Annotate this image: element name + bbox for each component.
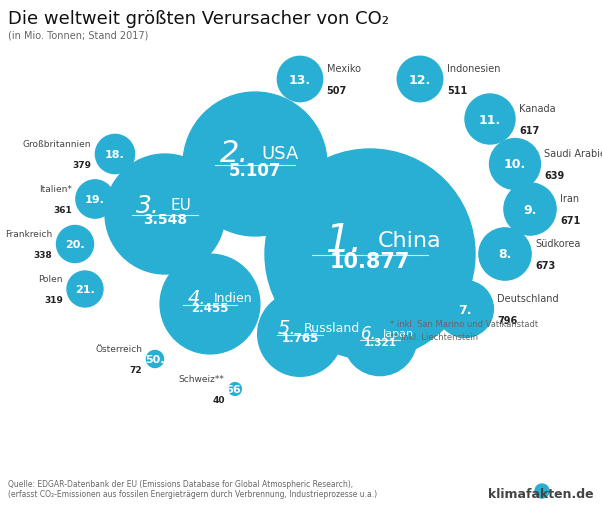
Text: 21.: 21. [75, 285, 95, 294]
Text: EU: EU [170, 198, 191, 213]
Text: 10.877: 10.877 [330, 251, 410, 271]
Text: 18.: 18. [105, 150, 125, 160]
Text: 19.: 19. [85, 194, 105, 205]
Circle shape [465, 95, 515, 145]
Text: Italien*: Italien* [39, 185, 72, 193]
Text: * inkl. San Marino und Vatikanstadt: * inkl. San Marino und Vatikanstadt [390, 319, 538, 328]
Text: 3.: 3. [136, 193, 160, 217]
Text: 11.: 11. [479, 114, 501, 126]
Circle shape [258, 292, 343, 377]
Circle shape [436, 281, 494, 338]
Circle shape [57, 226, 93, 263]
Text: 4.: 4. [187, 288, 206, 307]
Text: 8.: 8. [498, 248, 512, 261]
Text: Saudi Arabien: Saudi Arabien [544, 149, 602, 159]
Text: 507: 507 [327, 86, 347, 96]
Text: 50.: 50. [145, 354, 165, 364]
Text: Indien: Indien [214, 291, 253, 304]
Circle shape [183, 93, 327, 237]
Text: 2.455: 2.455 [191, 301, 229, 315]
Text: Frankreich: Frankreich [5, 230, 52, 239]
Text: Russland: Russland [304, 321, 360, 334]
Text: 379: 379 [72, 161, 92, 169]
Text: Iran: Iran [560, 193, 579, 204]
Text: 319: 319 [44, 295, 63, 304]
Text: Schweiz**: Schweiz** [179, 374, 225, 383]
Text: Südkorea: Südkorea [535, 239, 580, 248]
Text: Indonesien: Indonesien [447, 64, 500, 74]
Text: 5.: 5. [278, 318, 296, 337]
Text: Die weltweit größten Verursacher von CO₂: Die weltweit größten Verursacher von CO₂ [8, 10, 389, 28]
Text: 6.: 6. [361, 324, 377, 343]
Text: 639: 639 [544, 171, 565, 181]
Circle shape [76, 181, 114, 219]
Circle shape [229, 383, 241, 395]
Circle shape [535, 484, 549, 498]
Text: 671: 671 [560, 216, 580, 225]
Text: 10.: 10. [504, 158, 526, 171]
Text: Kanada: Kanada [519, 104, 556, 114]
Text: 66.: 66. [225, 384, 245, 394]
Text: 72: 72 [130, 365, 143, 374]
Text: 13.: 13. [289, 73, 311, 87]
Text: 9.: 9. [523, 203, 537, 216]
Circle shape [105, 155, 225, 274]
Text: 673: 673 [535, 261, 556, 270]
Text: Quelle: EDGAR-Datenbank der EU (Emissions Database for Global Atmospheric Resear: Quelle: EDGAR-Datenbank der EU (Emission… [8, 479, 377, 498]
Text: ** inkl. Liechtenstein: ** inkl. Liechtenstein [390, 332, 478, 342]
Circle shape [265, 150, 475, 359]
Text: Großbritannien: Großbritannien [23, 140, 92, 149]
Circle shape [504, 184, 556, 236]
Text: 361: 361 [53, 206, 72, 215]
Text: 796: 796 [497, 316, 518, 325]
Text: Polen: Polen [39, 274, 63, 284]
Text: USA: USA [261, 145, 299, 163]
Circle shape [146, 351, 164, 368]
Text: 1.: 1. [325, 221, 362, 260]
Text: Japan: Japan [383, 328, 414, 338]
Text: 3.548: 3.548 [143, 212, 187, 226]
Circle shape [160, 254, 260, 354]
Text: 1.765: 1.765 [281, 331, 318, 344]
Text: China: China [378, 231, 442, 250]
Text: klimafakten.de: klimafakten.de [488, 487, 594, 500]
Text: Mexiko: Mexiko [327, 64, 361, 74]
Text: 511: 511 [447, 86, 467, 96]
Circle shape [343, 303, 417, 376]
Circle shape [489, 139, 541, 190]
Text: 5.107: 5.107 [229, 161, 281, 179]
Text: Deutschland: Deutschland [497, 293, 559, 303]
Circle shape [479, 229, 531, 280]
Text: (in Mio. Tonnen; Stand 2017): (in Mio. Tonnen; Stand 2017) [8, 30, 148, 40]
Text: 20.: 20. [65, 240, 85, 249]
Text: 7.: 7. [458, 303, 472, 316]
Text: Österreich: Österreich [96, 344, 143, 353]
Circle shape [278, 57, 323, 102]
Circle shape [95, 135, 135, 174]
Text: 12.: 12. [409, 73, 431, 87]
Circle shape [397, 57, 442, 102]
Circle shape [67, 271, 103, 307]
Text: 2.: 2. [220, 139, 249, 168]
Text: 338: 338 [34, 250, 52, 260]
Text: 1.321: 1.321 [364, 337, 397, 347]
Text: 617: 617 [519, 126, 539, 136]
Text: 40: 40 [212, 395, 225, 404]
